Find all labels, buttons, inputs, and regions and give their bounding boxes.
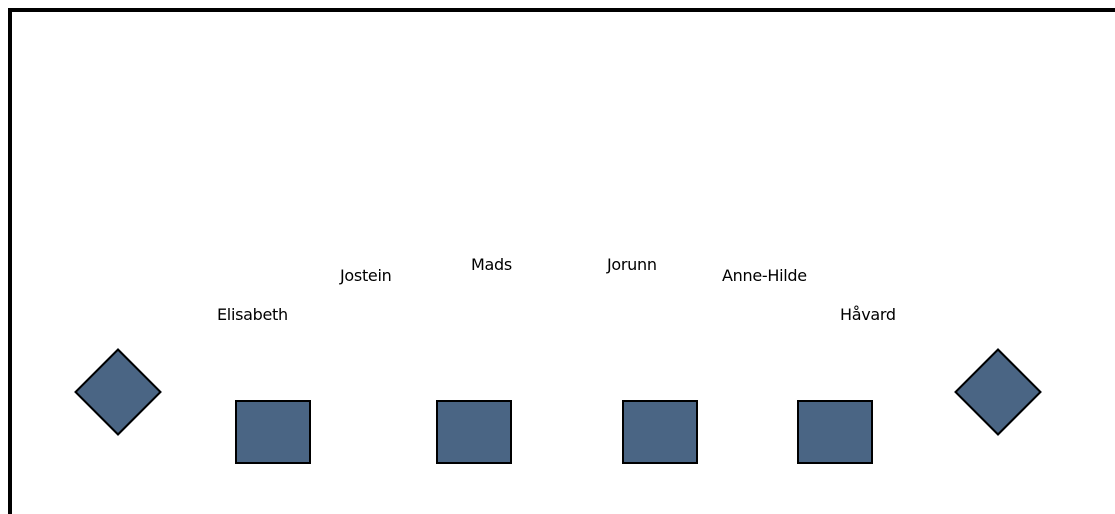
diagram-frame	[8, 8, 1115, 514]
label-jorunn: Jorunn	[607, 255, 657, 274]
label-jostein: Jostein	[340, 266, 392, 285]
seat-square-3	[622, 400, 698, 464]
label-elisabeth: Elisabeth	[217, 305, 288, 324]
label-mads: Mads	[471, 255, 512, 274]
label-havard: Håvard	[840, 305, 896, 324]
seat-square-1	[235, 400, 311, 464]
label-anne-hilde: Anne-Hilde	[722, 266, 807, 285]
seat-square-4	[797, 400, 873, 464]
seat-square-2	[436, 400, 512, 464]
